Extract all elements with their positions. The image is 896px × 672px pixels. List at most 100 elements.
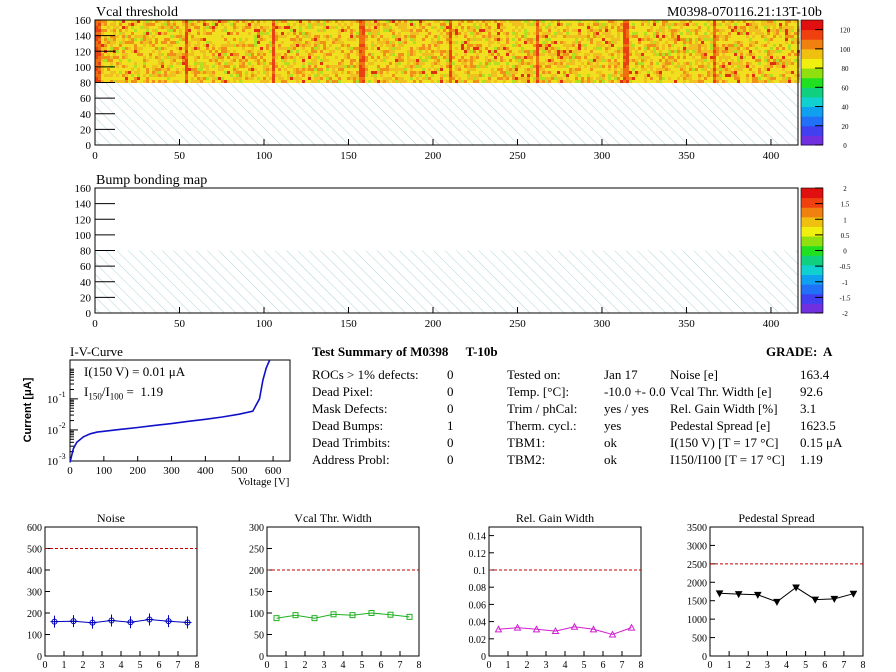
map-cell	[785, 62, 788, 65]
map-cell	[281, 50, 284, 53]
map-cell	[446, 62, 449, 65]
map-cell	[383, 26, 386, 29]
map-cell	[662, 29, 665, 32]
map-cell	[731, 38, 734, 41]
map-cell	[464, 35, 467, 38]
map-cell	[386, 41, 389, 44]
map-cell	[617, 26, 620, 29]
map-cell	[518, 35, 521, 38]
map-cell	[356, 77, 359, 80]
map-cell	[170, 35, 173, 38]
map-cell	[419, 74, 422, 77]
map-cell	[488, 68, 491, 71]
map-cell	[353, 71, 356, 74]
map-cell	[122, 29, 125, 32]
map-cell	[269, 20, 272, 23]
map-cell	[662, 74, 665, 77]
map-cell	[521, 41, 524, 44]
map-cell	[170, 47, 173, 50]
map-cell	[545, 56, 548, 59]
map-cell	[272, 65, 275, 68]
map-cell	[347, 47, 350, 50]
map-cell	[233, 71, 236, 74]
map-cell	[431, 71, 434, 74]
map-cell	[371, 68, 374, 71]
map-cell	[341, 20, 344, 23]
map-cell	[608, 50, 611, 53]
map-cell	[149, 23, 152, 26]
map-cell	[341, 35, 344, 38]
map-cell	[314, 47, 317, 50]
map-cell	[308, 71, 311, 74]
map-cell	[104, 80, 107, 83]
map-cell	[326, 65, 329, 68]
map-cell	[332, 32, 335, 35]
map-cell	[647, 26, 650, 29]
map-cell	[572, 65, 575, 68]
map-cell	[389, 68, 392, 71]
map-cell	[242, 38, 245, 41]
map-cell	[758, 47, 761, 50]
map-cell	[419, 53, 422, 56]
map-cell	[275, 47, 278, 50]
map-cell	[596, 38, 599, 41]
map-cell	[356, 47, 359, 50]
map-cell	[230, 32, 233, 35]
map-cell	[413, 47, 416, 50]
vcal-threshold-map: 0 50 100 150 200 250 300 350 4000204060801001201…	[75, 15, 851, 162]
map-cell	[215, 29, 218, 32]
map-cell	[305, 32, 308, 35]
map-cell	[647, 59, 650, 62]
map-cell	[401, 38, 404, 41]
map-cell	[623, 47, 626, 50]
map-cell	[740, 62, 743, 65]
map-cell	[719, 20, 722, 23]
map-cell	[98, 41, 101, 44]
map-cell	[350, 47, 353, 50]
map-cell	[758, 50, 761, 53]
map-cell	[452, 62, 455, 65]
map-cell	[182, 59, 185, 62]
map-cell	[764, 20, 767, 23]
map-cell	[536, 65, 539, 68]
map-cell	[674, 20, 677, 23]
map-cell	[215, 62, 218, 65]
y-tick-label: 40	[80, 109, 92, 121]
map-cell	[680, 47, 683, 50]
map-cell	[635, 65, 638, 68]
map-cell	[596, 53, 599, 56]
map-cell	[278, 38, 281, 41]
map-cell	[542, 59, 545, 62]
map-cell	[164, 20, 167, 23]
map-cell	[155, 71, 158, 74]
map-cell	[218, 65, 221, 68]
map-cell	[449, 62, 452, 65]
map-cell	[575, 35, 578, 38]
map-cell	[260, 41, 263, 44]
map-cell	[422, 44, 425, 47]
map-cell	[290, 80, 293, 83]
map-cell	[488, 23, 491, 26]
map-cell	[686, 32, 689, 35]
map-cell	[95, 47, 98, 50]
map-cell	[539, 26, 542, 29]
map-cell	[185, 32, 188, 35]
map-cell	[422, 77, 425, 80]
map-cell	[470, 56, 473, 59]
map-cell	[251, 65, 254, 68]
map-cell	[587, 32, 590, 35]
map-cell	[668, 50, 671, 53]
map-cell	[656, 80, 659, 83]
map-cell	[686, 56, 689, 59]
map-cell	[473, 41, 476, 44]
map-cell	[473, 74, 476, 77]
map-cell	[674, 26, 677, 29]
map-cell	[650, 26, 653, 29]
map-cell	[509, 80, 512, 83]
map-cell	[161, 35, 164, 38]
map-cell	[686, 47, 689, 50]
map-cell	[320, 44, 323, 47]
map-cell	[149, 41, 152, 44]
map-cell	[539, 50, 542, 53]
map-cell	[191, 23, 194, 26]
